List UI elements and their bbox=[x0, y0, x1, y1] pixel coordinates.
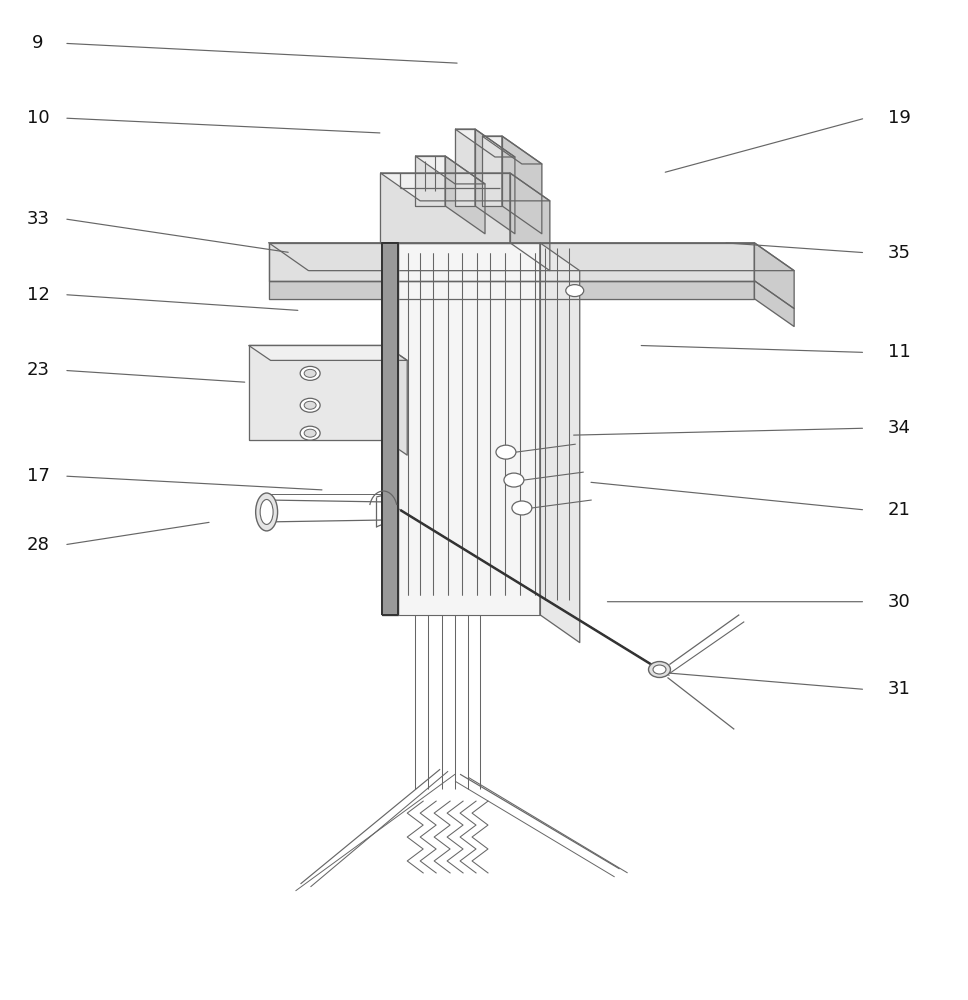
Text: 33: 33 bbox=[26, 210, 49, 228]
Polygon shape bbox=[475, 129, 515, 234]
Text: 35: 35 bbox=[888, 244, 911, 262]
Polygon shape bbox=[510, 173, 550, 271]
Ellipse shape bbox=[256, 493, 278, 531]
Polygon shape bbox=[380, 173, 550, 201]
Ellipse shape bbox=[653, 665, 666, 674]
Text: 21: 21 bbox=[888, 501, 911, 519]
Polygon shape bbox=[455, 129, 515, 157]
Ellipse shape bbox=[260, 500, 273, 524]
Polygon shape bbox=[415, 156, 445, 206]
Polygon shape bbox=[482, 136, 542, 164]
Text: 10: 10 bbox=[27, 109, 49, 127]
Text: 28: 28 bbox=[27, 536, 49, 554]
Polygon shape bbox=[268, 281, 754, 299]
Ellipse shape bbox=[649, 662, 671, 677]
Polygon shape bbox=[382, 243, 398, 615]
Polygon shape bbox=[455, 129, 475, 206]
Polygon shape bbox=[502, 136, 542, 234]
Text: 19: 19 bbox=[888, 109, 911, 127]
Polygon shape bbox=[268, 243, 794, 271]
Text: 11: 11 bbox=[888, 343, 911, 361]
Ellipse shape bbox=[512, 501, 531, 515]
Polygon shape bbox=[482, 136, 502, 206]
Ellipse shape bbox=[496, 445, 516, 459]
Ellipse shape bbox=[504, 473, 524, 487]
Ellipse shape bbox=[304, 401, 317, 409]
Polygon shape bbox=[415, 156, 485, 184]
Polygon shape bbox=[385, 345, 408, 455]
Text: 31: 31 bbox=[888, 680, 911, 698]
Text: 23: 23 bbox=[26, 361, 49, 379]
Text: 12: 12 bbox=[27, 286, 49, 304]
Polygon shape bbox=[398, 243, 540, 615]
Polygon shape bbox=[249, 345, 408, 360]
Ellipse shape bbox=[304, 369, 317, 377]
Polygon shape bbox=[540, 243, 580, 643]
Ellipse shape bbox=[304, 429, 317, 437]
Text: 17: 17 bbox=[27, 467, 49, 485]
Ellipse shape bbox=[300, 366, 320, 380]
Polygon shape bbox=[754, 243, 794, 309]
Polygon shape bbox=[249, 345, 385, 440]
Text: 9: 9 bbox=[32, 34, 44, 52]
Ellipse shape bbox=[300, 398, 320, 412]
Polygon shape bbox=[445, 156, 485, 234]
Polygon shape bbox=[380, 173, 510, 243]
Polygon shape bbox=[754, 281, 794, 326]
Ellipse shape bbox=[300, 426, 320, 440]
Polygon shape bbox=[382, 243, 398, 615]
Text: 34: 34 bbox=[888, 419, 911, 437]
Text: 30: 30 bbox=[888, 593, 911, 611]
Ellipse shape bbox=[565, 285, 584, 297]
Polygon shape bbox=[268, 243, 754, 281]
